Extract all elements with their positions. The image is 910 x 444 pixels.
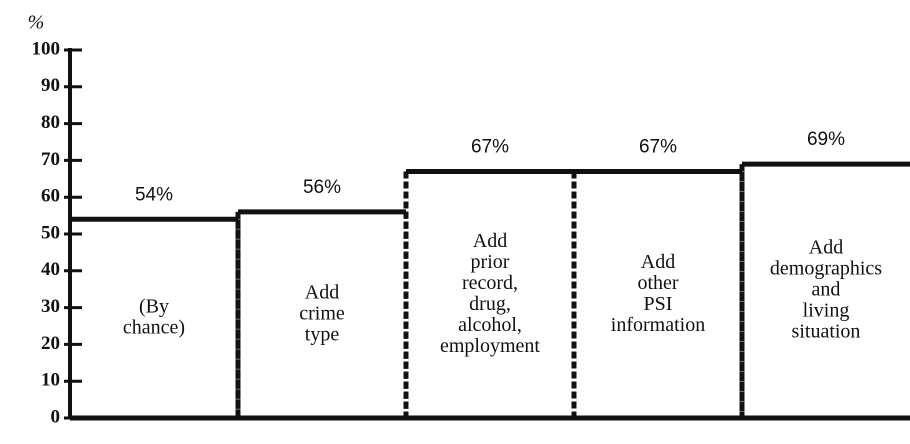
y-tick-label: 10 bbox=[41, 370, 60, 391]
category-label: Add bbox=[473, 230, 507, 252]
category-label: alcohol, bbox=[458, 314, 522, 336]
y-tick-label: 100 bbox=[32, 38, 61, 59]
y-axis-label: % bbox=[28, 12, 45, 34]
y-tick-label: 70 bbox=[41, 149, 60, 170]
value-label: 67% bbox=[639, 136, 677, 157]
category-label: chance) bbox=[123, 317, 185, 339]
category-label: other bbox=[637, 272, 678, 294]
category-label: PSI bbox=[644, 293, 673, 315]
value-label: 56% bbox=[303, 177, 341, 198]
y-tick-label: 0 bbox=[51, 406, 61, 427]
category-label: drug, bbox=[469, 293, 511, 315]
category-label: employment bbox=[440, 335, 540, 357]
category-label: and bbox=[812, 279, 841, 301]
value-label: 54% bbox=[135, 184, 173, 205]
category-label: situation bbox=[792, 321, 861, 343]
category-label: Add bbox=[305, 282, 339, 304]
category-label: Add bbox=[641, 251, 675, 273]
y-tick-label: 60 bbox=[41, 186, 60, 207]
category-label: information bbox=[611, 314, 705, 336]
y-tick-label: 80 bbox=[41, 112, 60, 133]
category-label: type bbox=[305, 324, 340, 346]
value-label: 69% bbox=[807, 129, 845, 150]
y-tick-label: 30 bbox=[41, 296, 60, 317]
category-label: demographics bbox=[770, 258, 882, 280]
category-label: Add bbox=[809, 237, 843, 259]
category-label: record, bbox=[462, 272, 518, 294]
y-tick-label: 40 bbox=[41, 259, 60, 280]
y-tick-label: 50 bbox=[41, 222, 60, 243]
category-label: (By bbox=[139, 296, 169, 318]
category-label: crime bbox=[299, 303, 345, 325]
category-label: prior bbox=[471, 251, 510, 273]
category-label: living bbox=[803, 300, 850, 322]
value-label: 67% bbox=[471, 136, 509, 157]
y-tick-label: 20 bbox=[41, 333, 60, 354]
y-tick-label: 90 bbox=[41, 75, 60, 96]
